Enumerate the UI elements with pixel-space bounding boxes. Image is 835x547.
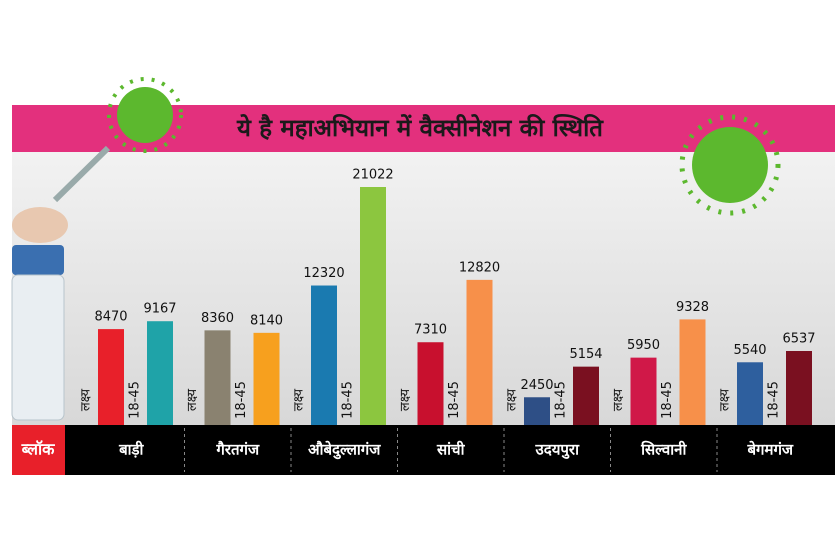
bar-label: 18-45 <box>234 381 249 419</box>
virus-left <box>107 77 183 153</box>
bar-label: 18-45 <box>554 381 569 419</box>
value-label: 9167 <box>143 302 176 317</box>
bar-label: 18-45 <box>660 381 675 419</box>
value-label: 9328 <box>676 300 709 315</box>
value-label: 5154 <box>569 347 602 362</box>
value-label: 2450 <box>520 378 553 393</box>
x-axis-label: ब्लॉक <box>21 440 56 459</box>
bar-label: लक्ष्य <box>611 388 626 411</box>
x-tick-label: बेगमगंज <box>746 441 793 459</box>
value-label: 6537 <box>782 331 815 346</box>
bar-label: लक्ष्य <box>505 388 520 411</box>
x-tick-label: उदयपुरा <box>535 441 581 460</box>
x-tick-label: औबेदुल्लागंज <box>308 441 381 460</box>
bar-label: लक्ष्य <box>185 388 200 411</box>
x-tick-label: गैरतगंज <box>215 441 260 459</box>
bar <box>786 350 812 425</box>
virus-right <box>679 114 781 216</box>
x-tick-label: सिल्वानी <box>640 441 687 459</box>
value-label: 5950 <box>627 338 660 353</box>
bar <box>311 285 337 425</box>
bar-label: 18-45 <box>341 381 356 419</box>
value-label: 12320 <box>303 266 344 281</box>
x-tick-label: बाड़ी <box>118 441 144 459</box>
bar <box>679 319 706 425</box>
x-tick-label: सांची <box>436 441 466 459</box>
bar-label: लक्ष्य <box>292 388 307 411</box>
bar <box>360 187 386 425</box>
axis-label-box <box>12 425 65 475</box>
bar-label: लक्ष्य <box>718 388 733 411</box>
bar <box>630 357 657 425</box>
bar <box>204 330 231 425</box>
value-label: 8360 <box>201 311 234 326</box>
vaccine-vial <box>11 145 111 421</box>
value-label: 8470 <box>94 310 127 325</box>
bar-label: 18-45 <box>447 381 462 419</box>
bar <box>466 279 493 425</box>
value-label: 21022 <box>352 168 393 183</box>
bar-label: 18-45 <box>767 381 782 419</box>
value-label: 5540 <box>733 343 766 358</box>
bar-label: 18-45 <box>128 381 143 419</box>
bar-label: लक्ष्य <box>79 388 94 411</box>
value-label: 7310 <box>414 323 447 338</box>
bar <box>737 362 763 425</box>
bar <box>573 366 599 425</box>
bar-label: लक्ष्य <box>398 388 413 411</box>
category-band <box>12 425 835 475</box>
bar <box>524 397 550 425</box>
bar <box>417 342 444 425</box>
bar <box>98 329 124 425</box>
value-label: 12820 <box>459 260 500 275</box>
chart-title: ये है महाअभियान में वैक्सीनेशन की स्थिति <box>236 114 604 142</box>
value-label: 8140 <box>250 313 283 328</box>
bar <box>147 321 173 425</box>
bar <box>253 332 280 425</box>
